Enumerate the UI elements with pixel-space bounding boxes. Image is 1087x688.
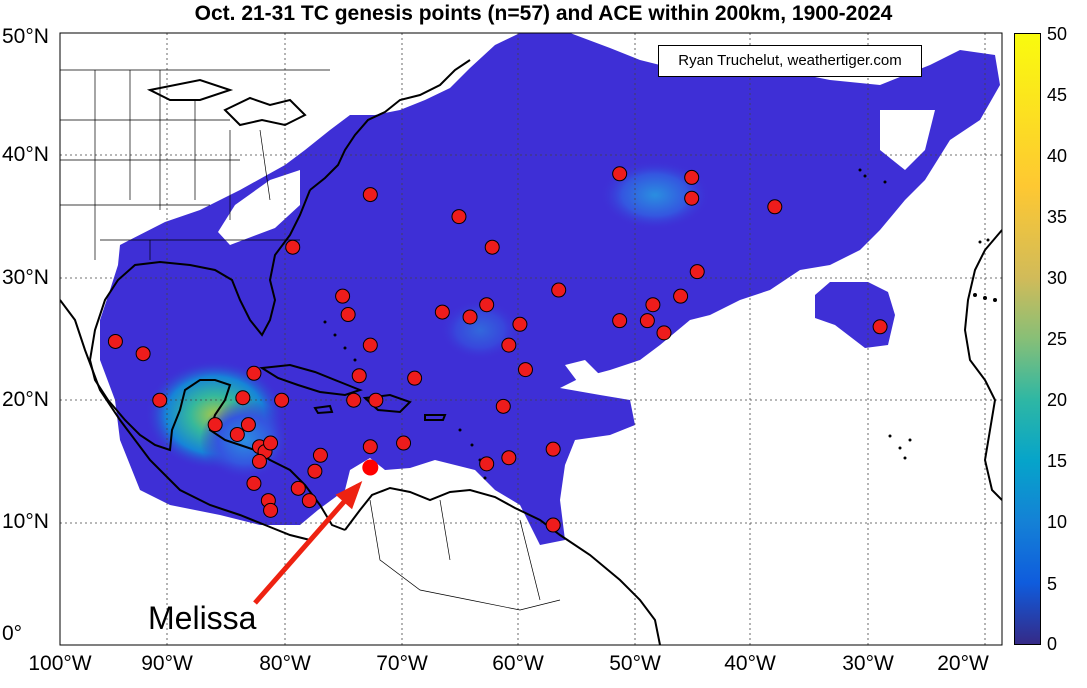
x-tick-100w: 100°W [28, 652, 92, 675]
genesis-point [301, 493, 317, 509]
x-tick-80w: 80°W [259, 652, 311, 675]
genesis-point [346, 392, 362, 408]
x-tick-20w: 20°W [937, 652, 989, 675]
y-tick-0: 0° [2, 622, 23, 645]
colorbar-tick-25: 25 [1047, 329, 1068, 349]
arrow-head [335, 481, 363, 510]
genesis-point [246, 365, 262, 381]
y-tick-20n: 20°N [2, 388, 49, 411]
x-tick-40w: 40°W [724, 652, 776, 675]
genesis-point [479, 297, 495, 313]
genesis-point [451, 209, 467, 225]
genesis-point [767, 199, 783, 215]
y-tick-50n: 50°N [2, 25, 49, 48]
genesis-point [362, 439, 378, 455]
genesis-point [645, 297, 661, 313]
genesis-point [335, 288, 351, 304]
annotation-arrow [253, 481, 363, 605]
credit-box: Ryan Truchelut, weathertiger.com [658, 45, 922, 77]
x-tick-70w: 70°W [376, 652, 428, 675]
genesis-point [135, 346, 151, 362]
genesis-point [368, 392, 384, 408]
genesis-point [312, 447, 328, 463]
genesis-point [684, 190, 700, 206]
genesis-point [229, 426, 245, 442]
colorbar-fill [1015, 34, 1040, 644]
genesis-point [495, 398, 511, 414]
genesis-point [551, 282, 567, 298]
genesis-point [639, 313, 655, 329]
genesis-point [517, 362, 533, 378]
colorbar-tick-30: 30 [1047, 268, 1068, 288]
genesis-point [462, 309, 478, 325]
genesis-point [689, 264, 705, 280]
genesis-point [545, 441, 561, 457]
genesis-point [107, 333, 123, 349]
genesis-point [484, 239, 500, 255]
genesis-point [340, 307, 356, 323]
genesis-point [307, 463, 323, 479]
genesis-point [240, 417, 256, 433]
colorbar-tick-35: 35 [1047, 207, 1068, 227]
genesis-point [285, 239, 301, 255]
genesis-point [612, 313, 628, 329]
genesis-point [673, 288, 689, 304]
genesis-point [274, 392, 290, 408]
colorbar-tick-15: 15 [1047, 451, 1068, 471]
genesis-point [351, 368, 367, 384]
genesis-point [251, 453, 267, 469]
grid-lines [60, 33, 1002, 645]
genesis-point [501, 450, 517, 466]
genesis-point [246, 475, 262, 491]
genesis-point [263, 502, 279, 518]
y-tick-40n: 40°N [2, 143, 49, 166]
genesis-point [872, 319, 888, 335]
colorbar [1014, 33, 1041, 645]
y-tick-30n: 30°N [2, 266, 49, 289]
genesis-point [263, 435, 279, 451]
melissa-point [362, 459, 379, 476]
colorbar-tick-40: 40 [1047, 146, 1068, 166]
colorbar-tick-10: 10 [1047, 512, 1068, 532]
coastlines [60, 59, 1002, 645]
genesis-point [545, 517, 561, 533]
genesis-point [684, 169, 700, 185]
storm-label: Melissa [148, 600, 257, 636]
colorbar-tick-5: 5 [1047, 574, 1058, 594]
ace-field [100, 33, 1000, 545]
x-tick-50w: 50°W [609, 652, 661, 675]
genesis-point [512, 316, 528, 332]
colorbar-tick-45: 45 [1047, 85, 1068, 105]
genesis-point [407, 370, 423, 386]
genesis-point [235, 390, 251, 406]
x-tick-90w: 90°W [141, 652, 193, 675]
genesis-point [152, 392, 168, 408]
map-title: Oct. 21-31 TC genesis points (n=57) and … [194, 2, 893, 25]
genesis-point [396, 435, 412, 451]
colorbar-tick-0: 0 [1047, 634, 1058, 654]
x-tick-60w: 60°W [492, 652, 544, 675]
genesis-point [290, 480, 306, 496]
x-tick-30w: 30°W [842, 652, 894, 675]
genesis-point [612, 166, 628, 182]
genesis-point [501, 337, 517, 353]
y-tick-10n: 10°N [2, 510, 49, 533]
borders [60, 69, 561, 611]
genesis-point [207, 417, 223, 433]
genesis-point [362, 337, 378, 353]
colorbar-tick-20: 20 [1047, 390, 1068, 410]
arrow-shaft [253, 483, 361, 605]
genesis-point [656, 325, 672, 341]
genesis-point [362, 187, 378, 203]
genesis-points [107, 166, 888, 533]
genesis-point [434, 304, 450, 320]
genesis-point [479, 456, 495, 472]
colorbar-tick-50: 50 [1047, 24, 1068, 44]
plot-frame [59, 32, 1003, 646]
